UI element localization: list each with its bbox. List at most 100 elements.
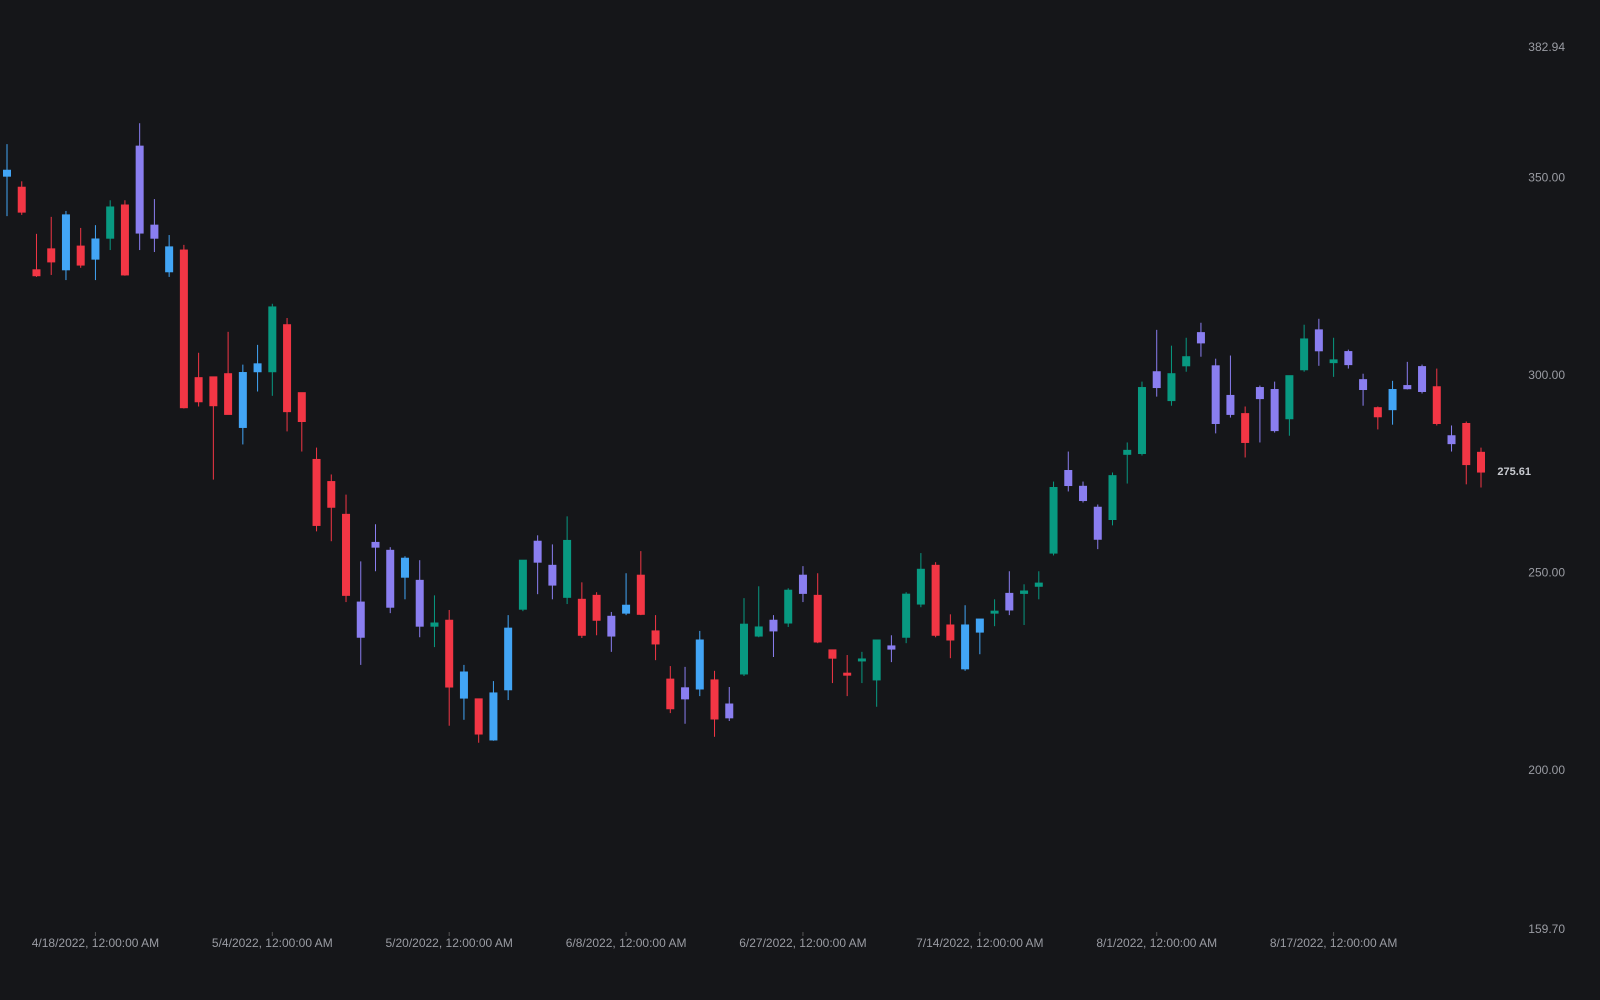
candle-body <box>283 324 292 413</box>
candle-body <box>179 249 188 409</box>
candle-body <box>1093 506 1102 540</box>
candle-body <box>710 679 719 720</box>
candle-body <box>1477 451 1485 473</box>
x-tick-label: 5/20/2022, 12:00:00 AM <box>385 936 512 950</box>
candle-body <box>1108 475 1117 521</box>
candle-body <box>224 373 233 415</box>
candle-body <box>740 623 748 675</box>
candle-body <box>297 392 306 423</box>
candle-body <box>386 549 395 608</box>
candle-body <box>961 624 970 670</box>
x-tick-label: 7/14/2022, 12:00:00 AM <box>916 936 1043 950</box>
candle-body <box>533 540 542 563</box>
y-tick-label: 300.00 <box>1528 368 1565 382</box>
last-price-label: 275.61 <box>1497 466 1531 478</box>
candle-body <box>754 626 763 637</box>
candle-body <box>209 376 218 407</box>
candle-body <box>1005 592 1014 611</box>
candle-body <box>1344 351 1353 366</box>
candle-body <box>577 598 586 636</box>
candle-body <box>1123 449 1132 455</box>
candle-body <box>238 372 247 428</box>
y-tick-label: 382.94 <box>1528 40 1565 54</box>
candle-body <box>1270 389 1279 432</box>
candle-body <box>695 639 704 690</box>
candle-body <box>1285 375 1294 420</box>
candle-body <box>268 306 277 373</box>
candle-body <box>3 169 11 177</box>
candle-body <box>342 513 351 596</box>
candle-body <box>459 671 468 699</box>
candle-body <box>150 224 159 239</box>
candle-body <box>1314 329 1323 352</box>
candle-body <box>327 481 336 508</box>
candle-body <box>622 604 631 614</box>
candle-body <box>1226 394 1235 415</box>
candle-body <box>1049 486 1058 554</box>
y-tick-label: 200.00 <box>1528 763 1565 777</box>
candle-body <box>1020 590 1029 594</box>
candle-body <box>607 615 616 637</box>
candle-body <box>430 622 439 627</box>
candle-body <box>548 564 557 586</box>
x-tick-label: 4/18/2022, 12:00:00 AM <box>32 936 159 950</box>
candle-body <box>813 594 822 643</box>
candle-body <box>784 589 793 624</box>
candle-body <box>371 541 380 548</box>
candle-body <box>1255 387 1264 400</box>
candle-body <box>489 692 498 741</box>
candle-body <box>1196 332 1205 344</box>
candle-body <box>1182 356 1191 367</box>
candle-body <box>725 703 734 719</box>
y-tick-label: 250.00 <box>1528 565 1565 579</box>
candle-body <box>17 186 26 213</box>
candle-body <box>1373 407 1382 418</box>
x-tick-label: 8/17/2022, 12:00:00 AM <box>1270 936 1397 950</box>
candle-body <box>1418 366 1427 392</box>
candle-body <box>1359 379 1368 391</box>
candle-body <box>592 594 601 621</box>
candle-body <box>1388 389 1397 411</box>
candle-body <box>887 645 896 650</box>
candle-body <box>990 610 999 614</box>
candle-body <box>1152 371 1161 389</box>
candle-body <box>474 698 483 735</box>
candle-body <box>1329 359 1338 364</box>
candle-body <box>857 658 866 662</box>
candle-body <box>504 627 513 691</box>
candle-body <box>798 574 807 594</box>
candle-body <box>47 248 56 263</box>
candle-body <box>61 214 70 271</box>
x-tick-label: 6/8/2022, 12:00:00 AM <box>566 936 687 950</box>
x-tick-label: 6/27/2022, 12:00:00 AM <box>739 936 866 950</box>
candle-body <box>194 377 203 403</box>
y-tick-label: 159.70 <box>1528 922 1565 936</box>
candle-body <box>1211 365 1220 424</box>
candle-body <box>253 363 262 373</box>
candle-body <box>902 593 911 638</box>
candle-body <box>76 245 85 266</box>
x-tick-label: 8/1/2022, 12:00:00 AM <box>1096 936 1217 950</box>
candle-body <box>975 618 984 633</box>
candle-body <box>445 619 454 688</box>
candle-body <box>415 579 424 627</box>
candle-body <box>769 619 778 632</box>
candle-body <box>135 145 144 234</box>
candle-body <box>1403 385 1412 390</box>
candle-body <box>931 564 940 636</box>
candle-body <box>1447 435 1456 445</box>
candle-body <box>32 269 41 277</box>
candle-body <box>1064 470 1073 487</box>
candle-body <box>1034 582 1043 587</box>
candle-body <box>666 678 675 710</box>
y-tick-label: 350.00 <box>1528 170 1565 184</box>
candle-body <box>165 246 174 273</box>
candle-body <box>312 458 321 526</box>
candle-body <box>1241 413 1250 443</box>
candle-body <box>120 204 129 276</box>
candle-body <box>1079 485 1088 502</box>
candle-body <box>1300 338 1309 371</box>
candle-body <box>518 559 527 610</box>
